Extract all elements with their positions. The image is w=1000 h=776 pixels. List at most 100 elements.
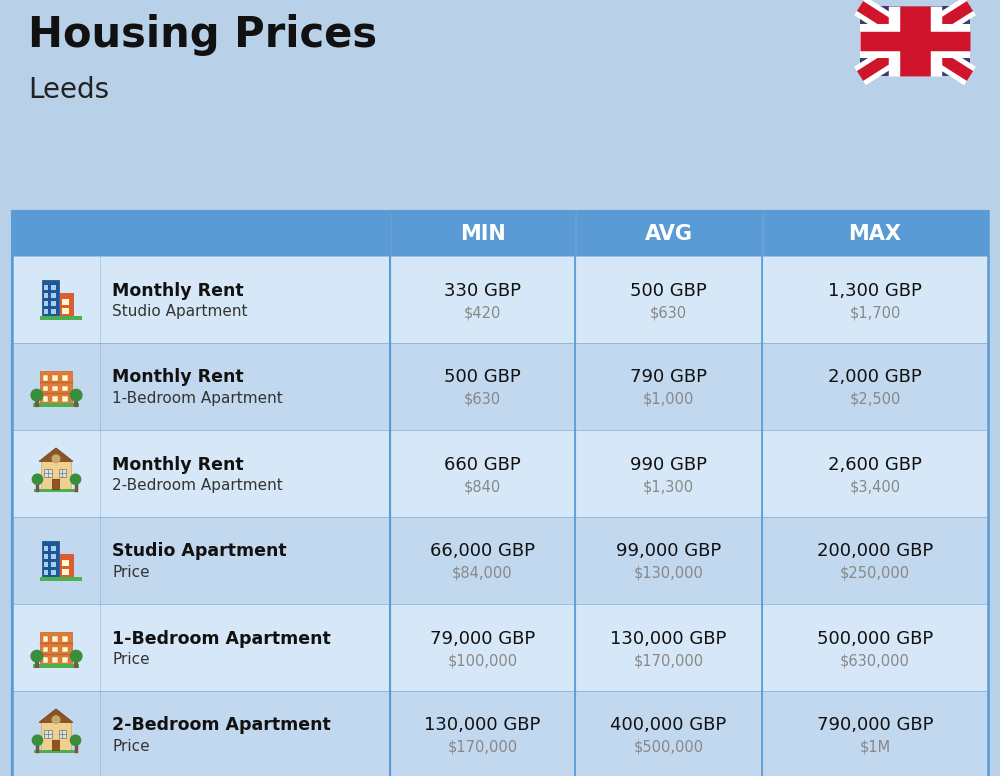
FancyBboxPatch shape bbox=[44, 293, 48, 298]
Circle shape bbox=[31, 650, 43, 662]
FancyBboxPatch shape bbox=[62, 636, 68, 642]
Text: 79,000 GBP: 79,000 GBP bbox=[430, 629, 535, 647]
FancyBboxPatch shape bbox=[43, 656, 48, 663]
Text: 500 GBP: 500 GBP bbox=[630, 282, 707, 300]
FancyBboxPatch shape bbox=[62, 656, 68, 663]
FancyBboxPatch shape bbox=[59, 729, 66, 738]
FancyBboxPatch shape bbox=[59, 469, 66, 476]
Circle shape bbox=[32, 735, 43, 746]
FancyBboxPatch shape bbox=[52, 646, 58, 653]
Text: 400,000 GBP: 400,000 GBP bbox=[610, 716, 727, 735]
FancyBboxPatch shape bbox=[60, 293, 73, 317]
Text: 130,000 GBP: 130,000 GBP bbox=[610, 629, 727, 647]
FancyBboxPatch shape bbox=[44, 562, 48, 567]
FancyBboxPatch shape bbox=[62, 646, 68, 653]
FancyBboxPatch shape bbox=[43, 636, 48, 642]
FancyBboxPatch shape bbox=[42, 542, 59, 578]
Text: Price: Price bbox=[112, 652, 150, 667]
Text: $250,000: $250,000 bbox=[840, 566, 910, 581]
FancyBboxPatch shape bbox=[33, 664, 79, 667]
FancyBboxPatch shape bbox=[52, 376, 58, 381]
Circle shape bbox=[52, 455, 60, 462]
Text: 790,000 GBP: 790,000 GBP bbox=[817, 716, 933, 735]
FancyBboxPatch shape bbox=[42, 280, 59, 317]
FancyBboxPatch shape bbox=[41, 462, 71, 490]
FancyBboxPatch shape bbox=[41, 722, 71, 750]
Circle shape bbox=[52, 716, 60, 723]
FancyBboxPatch shape bbox=[860, 6, 970, 76]
FancyBboxPatch shape bbox=[60, 554, 73, 578]
Text: $1,700: $1,700 bbox=[849, 305, 901, 320]
Text: 1,300 GBP: 1,300 GBP bbox=[828, 282, 922, 300]
Text: Monthly Rent: Monthly Rent bbox=[112, 282, 244, 300]
FancyBboxPatch shape bbox=[44, 285, 48, 290]
FancyBboxPatch shape bbox=[12, 430, 988, 517]
Text: 330 GBP: 330 GBP bbox=[444, 282, 521, 300]
Text: 1-Bedroom Apartment: 1-Bedroom Apartment bbox=[112, 629, 331, 647]
Text: $630: $630 bbox=[464, 392, 501, 407]
Text: $100,000: $100,000 bbox=[447, 653, 518, 668]
Text: $630: $630 bbox=[650, 305, 687, 320]
FancyBboxPatch shape bbox=[62, 396, 68, 401]
FancyBboxPatch shape bbox=[51, 285, 56, 290]
FancyBboxPatch shape bbox=[12, 211, 988, 776]
Text: Monthly Rent: Monthly Rent bbox=[112, 369, 244, 386]
FancyBboxPatch shape bbox=[52, 740, 60, 750]
Text: 790 GBP: 790 GBP bbox=[630, 369, 707, 386]
FancyBboxPatch shape bbox=[43, 376, 48, 381]
FancyBboxPatch shape bbox=[52, 480, 60, 490]
Circle shape bbox=[31, 390, 43, 401]
FancyBboxPatch shape bbox=[51, 554, 56, 559]
Circle shape bbox=[70, 650, 82, 662]
Text: Monthly Rent: Monthly Rent bbox=[112, 456, 244, 473]
Polygon shape bbox=[39, 709, 73, 722]
Text: 500,000 GBP: 500,000 GBP bbox=[817, 629, 933, 647]
Text: Price: Price bbox=[112, 739, 150, 754]
Text: $1,000: $1,000 bbox=[643, 392, 694, 407]
Text: Studio Apartment: Studio Apartment bbox=[112, 304, 248, 319]
FancyBboxPatch shape bbox=[12, 517, 988, 604]
FancyBboxPatch shape bbox=[44, 546, 48, 551]
Text: $170,000: $170,000 bbox=[447, 740, 518, 755]
Text: AVG: AVG bbox=[644, 223, 692, 244]
FancyBboxPatch shape bbox=[52, 386, 58, 391]
FancyBboxPatch shape bbox=[52, 396, 58, 401]
Text: 200,000 GBP: 200,000 GBP bbox=[817, 542, 933, 560]
FancyBboxPatch shape bbox=[43, 386, 48, 391]
Text: Price: Price bbox=[112, 565, 150, 580]
FancyBboxPatch shape bbox=[43, 396, 48, 401]
FancyBboxPatch shape bbox=[62, 569, 69, 575]
FancyBboxPatch shape bbox=[40, 632, 72, 665]
FancyBboxPatch shape bbox=[34, 489, 78, 492]
Text: 99,000 GBP: 99,000 GBP bbox=[616, 542, 721, 560]
Text: Housing Prices: Housing Prices bbox=[28, 14, 377, 56]
Text: MIN: MIN bbox=[460, 223, 505, 244]
FancyBboxPatch shape bbox=[44, 309, 48, 314]
FancyBboxPatch shape bbox=[34, 750, 78, 753]
Circle shape bbox=[32, 474, 43, 484]
Text: 2-Bedroom Apartment: 2-Bedroom Apartment bbox=[112, 716, 331, 735]
FancyBboxPatch shape bbox=[62, 560, 69, 566]
FancyBboxPatch shape bbox=[62, 376, 68, 381]
FancyBboxPatch shape bbox=[33, 404, 79, 407]
Text: 130,000 GBP: 130,000 GBP bbox=[424, 716, 541, 735]
FancyBboxPatch shape bbox=[44, 469, 52, 476]
FancyBboxPatch shape bbox=[40, 577, 82, 580]
FancyBboxPatch shape bbox=[12, 211, 988, 256]
Text: 2,600 GBP: 2,600 GBP bbox=[828, 456, 922, 473]
FancyBboxPatch shape bbox=[51, 570, 56, 575]
FancyBboxPatch shape bbox=[40, 317, 82, 320]
Text: 66,000 GBP: 66,000 GBP bbox=[430, 542, 535, 560]
FancyBboxPatch shape bbox=[51, 562, 56, 567]
FancyBboxPatch shape bbox=[62, 308, 69, 314]
FancyBboxPatch shape bbox=[52, 656, 58, 663]
FancyBboxPatch shape bbox=[44, 570, 48, 575]
Text: Studio Apartment: Studio Apartment bbox=[112, 542, 287, 560]
FancyBboxPatch shape bbox=[44, 554, 48, 559]
Text: $630,000: $630,000 bbox=[840, 653, 910, 668]
Polygon shape bbox=[39, 448, 73, 462]
Text: $2,500: $2,500 bbox=[849, 392, 901, 407]
Text: $840: $840 bbox=[464, 479, 501, 494]
Text: $1M: $1M bbox=[859, 740, 891, 755]
Text: 990 GBP: 990 GBP bbox=[630, 456, 707, 473]
